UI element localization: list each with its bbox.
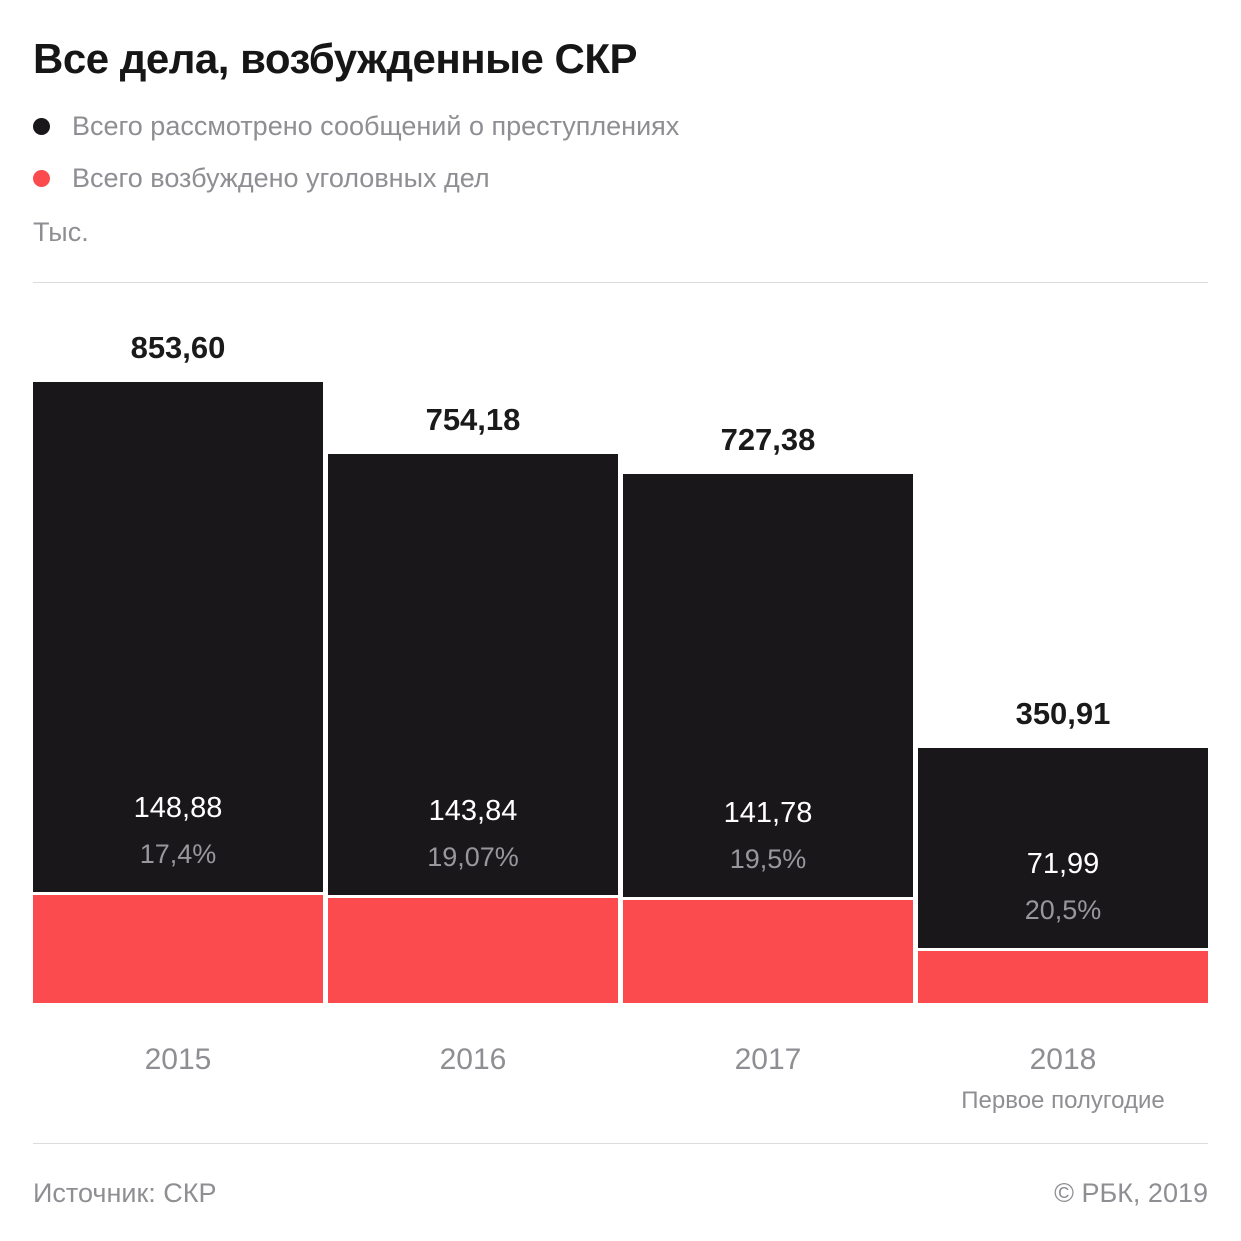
- legend-label-total: Всего рассмотрено сообщений о преступлен…: [72, 111, 680, 142]
- bar-group-2015: 853,60 148,88 17,4%: [33, 330, 323, 1004]
- bar-black-segment: 143,84 19,07%: [328, 454, 618, 899]
- x-axis-year-label: 2017: [734, 1043, 802, 1077]
- bar-cases-label: 143,84: [428, 795, 518, 828]
- bar-cases-label: 141,78: [723, 797, 813, 830]
- bar-inside-labels: 71,99 20,5%: [918, 848, 1208, 926]
- x-axis-cell-2018: 2018 Первое полугодие: [918, 1043, 1208, 1115]
- bar-pct-label: 20,5%: [1024, 895, 1102, 926]
- bar-total-label: 727,38: [720, 422, 816, 458]
- unit-label: Тыс.: [33, 217, 89, 248]
- bar-pct-label: 19,5%: [729, 844, 807, 875]
- page-title: Все дела, возбужденные СКР: [33, 35, 637, 82]
- x-axis: 2015 2016 2017 2018 Первое полугодие: [33, 1043, 1208, 1115]
- x-axis-year-label: 2016: [439, 1043, 507, 1077]
- x-axis-cell-2015: 2015: [33, 1043, 323, 1115]
- bar-inside-labels: 148,88 17,4%: [33, 792, 323, 870]
- bar-group-2016: 754,18 143,84 19,07%: [328, 402, 618, 1004]
- bar-group-2017: 727,38 141,78 19,5%: [623, 422, 913, 1004]
- bar-pct-label: 17,4%: [139, 839, 217, 870]
- x-axis-note: [328, 1087, 618, 1115]
- legend-item-total: Всего рассмотрено сообщений о преступлен…: [33, 110, 1208, 142]
- x-axis-year-label: 2018: [1029, 1043, 1097, 1077]
- x-axis-note: Первое полугодие: [961, 1087, 1165, 1115]
- bar-inside-labels: 143,84 19,07%: [328, 795, 618, 873]
- bar-pct-label: 19,07%: [427, 842, 519, 873]
- legend-dot-red-icon: [33, 169, 50, 187]
- bar-total-label: 853,60: [130, 330, 226, 366]
- legend-item-cases: Всего возбуждено уголовных дел: [33, 162, 1208, 194]
- footer: Источник: СКР © РБК, 2019: [33, 1178, 1208, 1209]
- x-axis-cell-2017: 2017: [623, 1043, 913, 1115]
- x-axis-note: [33, 1087, 323, 1115]
- bar-black-segment: 71,99 20,5%: [918, 748, 1208, 952]
- legend-label-cases: Всего возбуждено уголовных дел: [72, 163, 490, 194]
- bar-red-segment: [918, 951, 1208, 1004]
- x-axis-year-label: 2015: [144, 1043, 212, 1077]
- bar-red-segment: [328, 898, 618, 1004]
- bar-red-segment: [623, 900, 913, 1004]
- bar-red-segment: [33, 895, 323, 1004]
- top-divider: [33, 282, 1208, 284]
- bar-chart-plot: 853,60 148,88 17,4% 754,18 143,84 19,07%…: [33, 283, 1208, 1004]
- bar-total-label: 350,91: [1015, 696, 1111, 732]
- bar-black-segment: 141,78 19,5%: [623, 474, 913, 901]
- legend-dot-black-icon: [33, 117, 50, 135]
- bar-inside-labels: 141,78 19,5%: [623, 797, 913, 875]
- bar-total-label: 754,18: [425, 402, 521, 438]
- x-axis-cell-2016: 2016: [328, 1043, 618, 1115]
- bottom-divider: [33, 1143, 1208, 1145]
- bar-group-2018: 350,91 71,99 20,5%: [918, 696, 1208, 1004]
- bar-cases-label: 148,88: [133, 792, 223, 825]
- bar-black-segment: 148,88 17,4%: [33, 382, 323, 896]
- chart-legend: Всего рассмотрено сообщений о преступлен…: [33, 110, 1208, 194]
- x-axis-note: [623, 1087, 913, 1115]
- source-label: Источник: СКР: [33, 1178, 217, 1209]
- bar-cases-label: 71,99: [1026, 848, 1100, 881]
- copyright-label: © РБК, 2019: [1054, 1178, 1208, 1209]
